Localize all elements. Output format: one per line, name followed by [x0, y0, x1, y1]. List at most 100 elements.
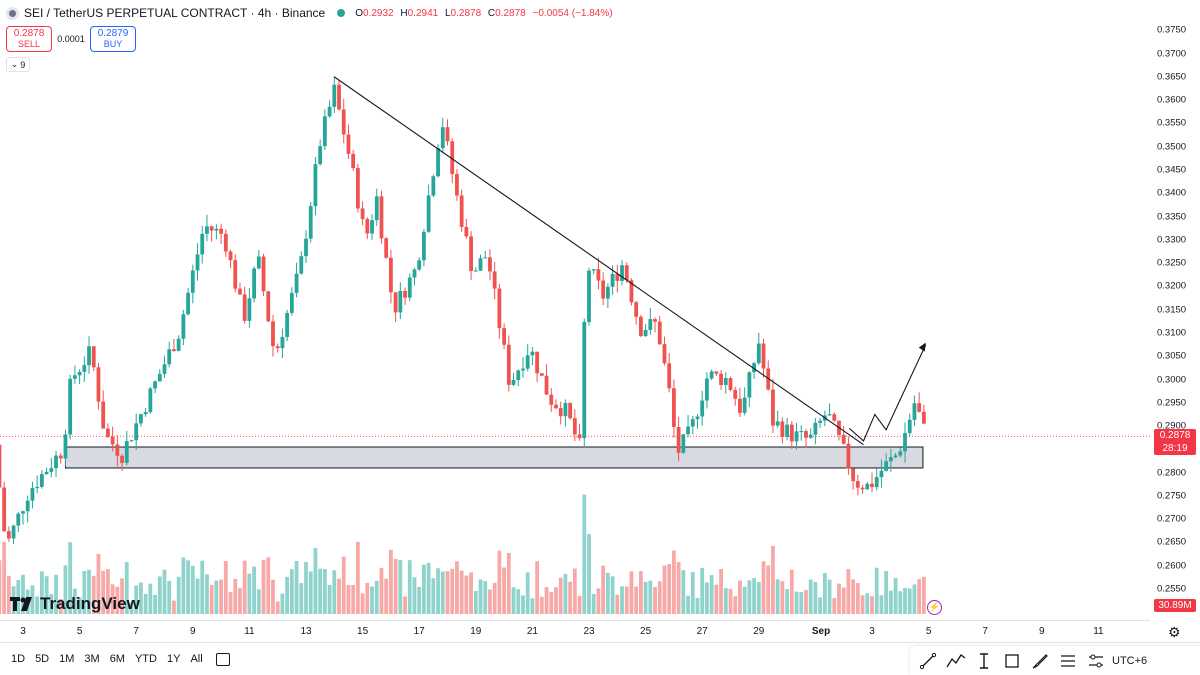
volume-bar — [700, 567, 705, 614]
range-button-1d[interactable]: 1D — [11, 653, 26, 665]
volume-bar — [2, 541, 7, 614]
volume-bar — [657, 581, 662, 614]
volume-bar — [304, 561, 308, 614]
volume-bar — [266, 557, 271, 614]
candle-body — [898, 451, 903, 456]
price-tick: 0.3150 — [1157, 304, 1187, 316]
volume-bar — [327, 584, 332, 614]
candle-body — [752, 363, 756, 373]
candle-body — [280, 336, 285, 349]
candle-body — [39, 474, 44, 487]
brush-icon[interactable] — [1028, 649, 1052, 673]
candle-body — [195, 254, 200, 271]
volume-bar — [91, 575, 96, 614]
bar-countdown: 28:19 — [1162, 443, 1188, 455]
range-button-all[interactable]: All — [190, 653, 203, 665]
volume-bar — [629, 571, 634, 614]
range-button-6m[interactable]: 6M — [109, 653, 125, 665]
candle-body — [544, 375, 549, 395]
rectangle-icon[interactable] — [1000, 649, 1024, 673]
candle-body — [341, 109, 346, 135]
candle-body — [464, 226, 469, 237]
candle-body — [285, 312, 290, 337]
candle-body — [190, 270, 195, 293]
price-tick: 0.2600 — [1157, 560, 1187, 572]
support-zone[interactable] — [64, 446, 924, 469]
volume-bar — [596, 588, 601, 614]
sell-button[interactable]: 0.2878 SELL — [6, 26, 52, 52]
candle-body — [91, 346, 96, 368]
range-buttons: 1D 5D 1M 3M 6M YTD 1Y All — [6, 653, 208, 665]
candle-body — [186, 292, 190, 315]
price-tick: 0.2800 — [1157, 467, 1187, 479]
candle-body — [176, 338, 181, 351]
volume-bar — [917, 579, 922, 614]
volume-bar — [223, 561, 228, 614]
volume-bar — [785, 589, 789, 614]
multi-tool-icon[interactable] — [1084, 649, 1108, 673]
candle-body — [318, 146, 323, 165]
candle-body — [417, 260, 422, 270]
volume-bar — [483, 581, 488, 614]
volume-bar — [190, 565, 195, 614]
candle-body — [422, 231, 426, 261]
text-cursor-icon[interactable] — [972, 649, 996, 673]
symbol-title[interactable]: SEI / TetherUS PERPETUAL CONTRACT · 4h ·… — [24, 6, 326, 20]
buy-button[interactable]: 0.2879 BUY — [90, 26, 136, 52]
range-button-1y[interactable]: 1Y — [166, 653, 181, 665]
trend-line-icon[interactable] — [916, 649, 940, 673]
indicators-toggle[interactable]: ⌄ 9 — [6, 57, 30, 72]
volume-bar — [554, 587, 558, 614]
projection-path[interactable] — [848, 344, 927, 442]
candle-body — [572, 418, 577, 435]
calendar-icon[interactable] — [215, 652, 230, 666]
candle-body — [115, 444, 120, 456]
candle-body — [525, 355, 530, 369]
candle-body — [322, 116, 327, 147]
trend-line[interactable] — [333, 76, 864, 446]
candle-body — [238, 288, 242, 295]
price-chart[interactable] — [0, 0, 1150, 620]
volume-bar — [511, 587, 516, 614]
volume-bar — [21, 574, 25, 614]
volume-bar — [228, 591, 233, 614]
volume-bar — [794, 591, 799, 614]
volume-bar — [110, 584, 115, 614]
time-tick: 13 — [300, 626, 312, 637]
range-button-1m[interactable]: 1M — [59, 653, 75, 665]
range-button-3m[interactable]: 3M — [84, 653, 100, 665]
price-tick: 0.2700 — [1157, 513, 1187, 525]
path-icon[interactable] — [944, 649, 968, 673]
timezone-label[interactable]: UTC+6 — [1112, 654, 1148, 667]
candle-body — [535, 351, 540, 374]
candle-body — [72, 375, 77, 379]
volume-bar — [195, 578, 200, 614]
candle-body — [289, 292, 294, 313]
volume-bar — [601, 565, 606, 614]
volume-bar — [384, 578, 389, 614]
candle-body — [813, 422, 818, 435]
volume-bar — [436, 568, 440, 614]
volume-bar — [106, 569, 110, 614]
candle-body — [775, 421, 780, 426]
volume-bar — [521, 595, 525, 614]
volume-bar — [365, 582, 370, 614]
volume-bar — [398, 560, 403, 614]
candle-body — [469, 236, 473, 272]
volume-bar — [516, 589, 521, 614]
lightning-icon[interactable]: ⚡ — [927, 600, 942, 615]
candle-body — [308, 206, 313, 239]
volume-bar — [205, 574, 209, 614]
volume-bar — [346, 584, 351, 614]
price-tick: 0.3600 — [1157, 94, 1187, 106]
candle-body — [148, 388, 153, 413]
fib-icon[interactable] — [1056, 649, 1080, 673]
price-scale[interactable]: 0.3750 0.3700 0.3650 0.3600 0.3550 0.3500 0.34… — [1150, 0, 1200, 620]
time-scale[interactable]: 3 5 7 9 11 13 15 17 19 21 23 25 27 29 Sep 3 5 7 9 11 — [0, 620, 1150, 642]
volume-bar — [879, 595, 884, 614]
tradingview-logo[interactable]: TradingView — [10, 594, 140, 614]
volume-bar — [181, 557, 186, 614]
range-button-5d[interactable]: 5D — [35, 653, 50, 665]
settings-gear-icon[interactable]: ⚙ — [1168, 624, 1181, 640]
range-button-ytd[interactable]: YTD — [134, 653, 157, 665]
